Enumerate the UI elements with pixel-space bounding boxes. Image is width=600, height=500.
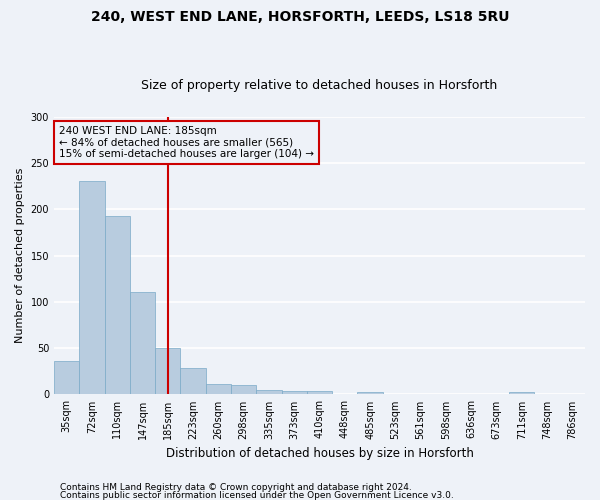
Bar	[358, 392, 383, 394]
Bar	[281, 390, 307, 394]
Text: 240, WEST END LANE, HORSFORTH, LEEDS, LS18 5RU: 240, WEST END LANE, HORSFORTH, LEEDS, LS…	[91, 10, 509, 24]
Bar	[104, 216, 130, 394]
Bar	[79, 180, 104, 394]
Bar	[231, 385, 256, 394]
Text: Contains HM Land Registry data © Crown copyright and database right 2024.: Contains HM Land Registry data © Crown c…	[60, 484, 412, 492]
Text: 240 WEST END LANE: 185sqm
← 84% of detached houses are smaller (565)
15% of semi: 240 WEST END LANE: 185sqm ← 84% of detac…	[59, 126, 314, 159]
Bar	[130, 292, 155, 395]
X-axis label: Distribution of detached houses by size in Horsforth: Distribution of detached houses by size …	[166, 447, 473, 460]
Y-axis label: Number of detached properties: Number of detached properties	[15, 168, 25, 344]
Bar	[256, 390, 281, 394]
Text: Contains public sector information licensed under the Open Government Licence v3: Contains public sector information licen…	[60, 490, 454, 500]
Title: Size of property relative to detached houses in Horsforth: Size of property relative to detached ho…	[142, 79, 497, 92]
Bar	[155, 348, 181, 395]
Bar	[54, 361, 79, 394]
Bar	[307, 390, 332, 394]
Bar	[181, 368, 206, 394]
Bar	[206, 384, 231, 394]
Bar	[509, 392, 535, 394]
